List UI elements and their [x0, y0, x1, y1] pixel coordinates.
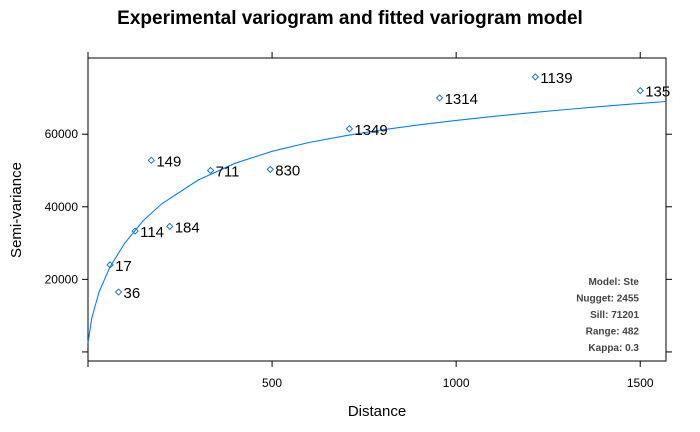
chart-title: Experimental variogram and fitted variog…	[117, 8, 583, 29]
model-info-line: Model: Ste	[588, 277, 639, 288]
model-info-line: Range: 482	[586, 327, 640, 338]
x-tick-label: 1000	[443, 376, 470, 390]
data-point-marker	[266, 165, 274, 174]
y-tick-label: 60000	[45, 127, 79, 141]
data-point-label: 114	[140, 224, 164, 241]
x-tick-label: 500	[262, 376, 282, 390]
y-tick-label: 20000	[45, 272, 79, 286]
data-point-marker	[166, 222, 174, 231]
model-info-line: Sill: 71201	[590, 310, 639, 321]
data-point-label: 149	[156, 153, 181, 170]
data-point-label: 830	[275, 162, 300, 179]
data-point-label: 1139	[540, 70, 572, 87]
data-point-label: 17	[115, 258, 132, 275]
data-point-label: 1349	[354, 122, 387, 139]
model-info-box: Model: Ste Nugget: 2455 Sill: 71201 Range: …	[576, 277, 639, 354]
data-point-marker	[345, 125, 354, 133]
x-axis-label: Distance	[348, 403, 406, 420]
plot-frame	[87, 57, 667, 362]
data-point-label: 135	[645, 84, 670, 101]
data-point-label: 1314	[445, 91, 478, 108]
axis-ticks: 500 1000 1500 20000 40000 60000	[45, 52, 672, 390]
model-info-line: Kappa: 0.3	[588, 343, 639, 354]
y-tick-label: 40000	[45, 200, 79, 214]
data-point-marker	[147, 156, 156, 165]
data-point-label: 36	[124, 285, 141, 302]
data-point-marker	[114, 288, 123, 296]
data-point-label: 184	[175, 219, 200, 236]
data-point-marker	[131, 227, 139, 235]
data-point-marker	[206, 166, 215, 175]
data-point-marker	[531, 73, 540, 81]
data-points: 17 36 114 149 184 711 830 1349 1314 1139 135	[106, 70, 670, 302]
data-point-marker	[435, 94, 444, 102]
model-info-line: Nugget: 2455	[576, 294, 639, 305]
y-axis-label: Semi-variance	[8, 162, 25, 258]
x-tick-label: 1500	[627, 376, 654, 390]
data-point-label: 711	[216, 163, 240, 180]
data-point-marker	[106, 261, 114, 269]
data-point-marker	[636, 86, 644, 95]
fitted-model-curve	[87, 100, 667, 344]
